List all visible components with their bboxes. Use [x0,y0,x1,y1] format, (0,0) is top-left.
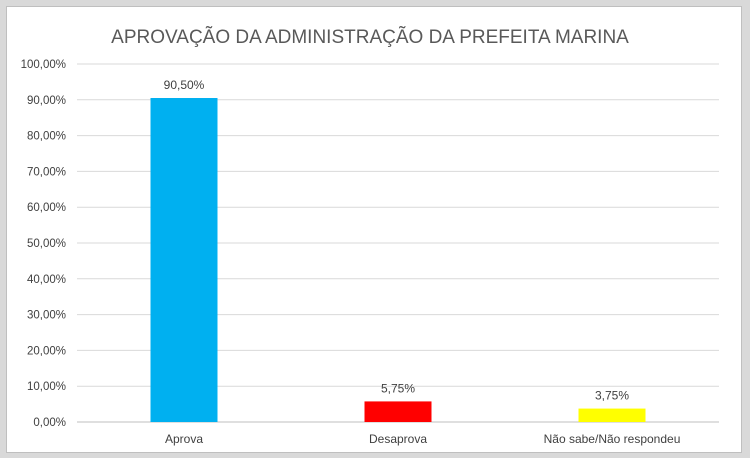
y-tick-label: 50,00% [27,238,66,250]
y-tick-label: 0,00% [33,417,66,429]
x-axis-category-labels: Aprova Desaprova Não sabe/Não respondeu [165,432,680,446]
x-category-label: Não sabe/Não respondeu [544,432,681,446]
bar-0 [150,98,218,422]
data-label: 3,75% [595,389,629,403]
y-tick-label: 40,00% [27,274,66,286]
chart-frame [6,6,742,453]
data-label: 90,50% [164,78,205,92]
y-axis-tick-labels: 0,00% 10,00% 20,00% 30,00% 40,00% 50,00% 60,00… [21,59,66,429]
data-labels: 90,50% 5,75% 3,75% [164,78,630,403]
bars [150,98,646,422]
y-tick-label: 90,00% [27,95,66,107]
y-tick-label: 60,00% [27,202,66,214]
bar-1 [364,401,432,422]
y-tick-label: 80,00% [27,131,66,143]
y-tick-label: 30,00% [27,310,66,322]
y-tick-label: 70,00% [27,166,66,178]
bar-2 [578,408,646,422]
y-tick-label: 100,00% [21,59,66,71]
data-label: 5,75% [381,381,415,395]
x-category-label: Aprova [165,432,203,446]
chart-title: APROVAÇÃO DA ADMINISTRAÇÃO DA PREFEITA M… [111,26,629,48]
y-tick-label: 10,00% [27,381,66,393]
y-tick-label: 20,00% [27,345,66,357]
x-category-label: Desaprova [369,432,427,446]
